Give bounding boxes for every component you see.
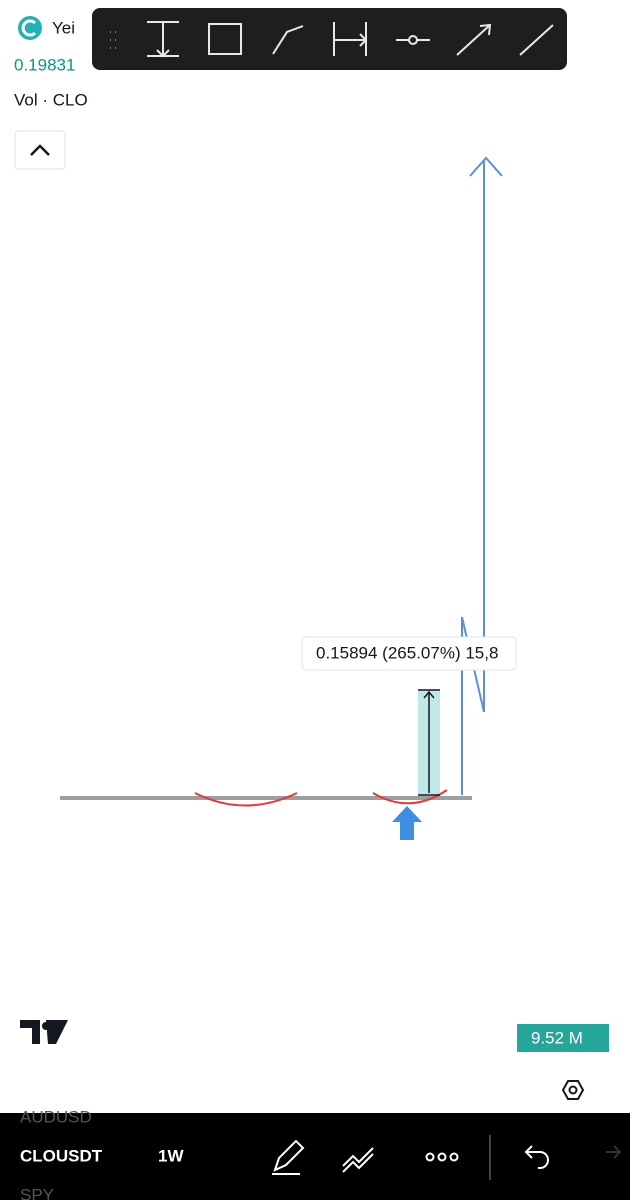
tab-faded[interactable]: SPY [20,1185,54,1200]
tv-logo [20,1020,68,1044]
tv-logo-dot [42,1022,50,1030]
volume-box [517,1024,609,1052]
toolbar-icons [110,21,554,58]
bottom-icons [272,1135,622,1180]
volume-legend: Vol · CLO [14,90,88,109]
settings-icon[interactable] [561,1080,585,1100]
symbol-tab[interactable]: CLOUSDT [20,1146,103,1165]
tool-price-range[interactable] [147,21,179,58]
symbol-logo [18,16,42,40]
tool-rectangle[interactable] [208,23,242,55]
logo-glyph [21,19,37,37]
undo-button[interactable] [524,1145,549,1169]
drag-handle[interactable] [110,31,116,49]
arc-drawing [194,792,298,807]
measure-box [301,636,517,671]
interval[interactable]: 1W [158,1146,184,1165]
volume-label: 9.52 M [531,1028,583,1047]
symbol: Yei [52,18,75,37]
draw-button[interactable] [272,1139,305,1175]
tool-trend-line[interactable] [519,24,554,56]
header-price: 0.19831 [14,55,75,74]
tool-date-range[interactable] [333,22,368,56]
tab-faded[interactable]: AUDUSD [20,1107,92,1126]
measure-label: 0.15894 (265.07%) 15,8 [316,643,498,662]
tool-path[interactable] [272,25,304,55]
measure-tool [418,689,440,796]
more-button[interactable] [425,1152,435,1162]
indicator-button[interactable] [342,1147,374,1173]
arrow-drawing [392,806,422,840]
collapse-button[interactable] [14,130,66,170]
tool-arrow[interactable] [456,23,492,56]
redo-button[interactable] [606,1145,622,1159]
bottom-bar [0,1113,630,1200]
chevron-icon [30,144,50,156]
